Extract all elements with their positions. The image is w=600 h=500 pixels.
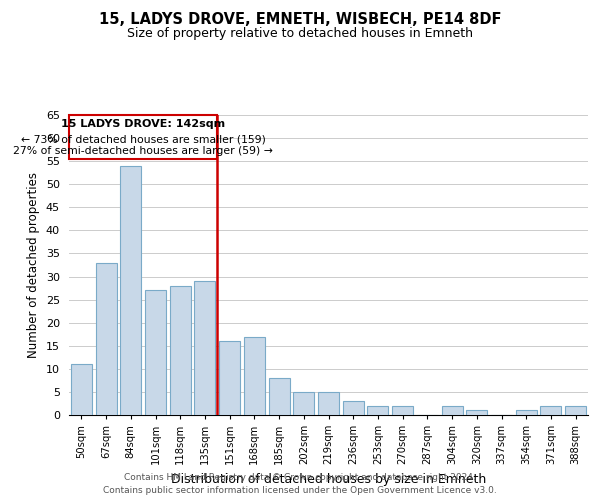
Text: Contains public sector information licensed under the Open Government Licence v3: Contains public sector information licen… [103, 486, 497, 495]
Bar [293, 392, 314, 415]
Bar [318, 392, 339, 415]
Bar [516, 410, 537, 415]
Bar [466, 410, 487, 415]
Bar [219, 341, 240, 415]
X-axis label: Distribution of detached houses by size in Emneth: Distribution of detached houses by size … [171, 472, 486, 486]
Bar [367, 406, 388, 415]
Bar [343, 401, 364, 415]
Bar [71, 364, 92, 415]
FancyBboxPatch shape [69, 115, 217, 159]
Bar [269, 378, 290, 415]
Bar [95, 262, 116, 415]
Bar [565, 406, 586, 415]
Bar [442, 406, 463, 415]
Text: 15 LADYS DROVE: 142sqm: 15 LADYS DROVE: 142sqm [61, 119, 225, 129]
Bar [194, 281, 215, 415]
Y-axis label: Number of detached properties: Number of detached properties [27, 172, 40, 358]
Bar [120, 166, 141, 415]
Bar [170, 286, 191, 415]
Text: Size of property relative to detached houses in Emneth: Size of property relative to detached ho… [127, 28, 473, 40]
Bar [392, 406, 413, 415]
Text: ← 73% of detached houses are smaller (159): ← 73% of detached houses are smaller (15… [21, 134, 266, 144]
Bar [244, 336, 265, 415]
Bar [541, 406, 562, 415]
Text: Contains HM Land Registry data © Crown copyright and database right 2024.: Contains HM Land Registry data © Crown c… [124, 472, 476, 482]
Text: 15, LADYS DROVE, EMNETH, WISBECH, PE14 8DF: 15, LADYS DROVE, EMNETH, WISBECH, PE14 8… [99, 12, 501, 28]
Bar [145, 290, 166, 415]
Text: 27% of semi-detached houses are larger (59) →: 27% of semi-detached houses are larger (… [13, 146, 273, 156]
